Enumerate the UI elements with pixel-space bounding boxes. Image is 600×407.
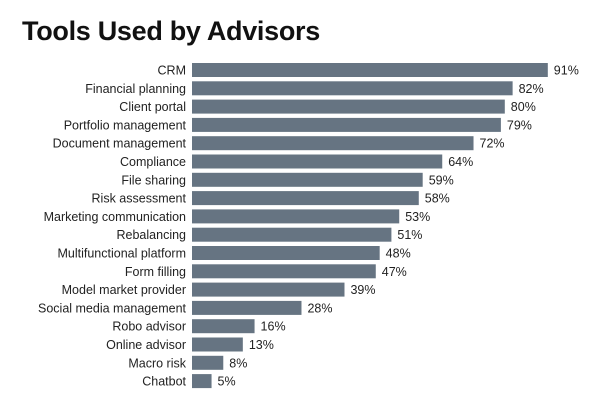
bar-2 bbox=[192, 99, 505, 114]
value-label: 51% bbox=[397, 228, 422, 242]
value-label: 53% bbox=[405, 210, 430, 224]
value-label: 58% bbox=[425, 192, 450, 206]
category-label: Robo advisor bbox=[112, 320, 186, 334]
bar-15 bbox=[192, 337, 243, 352]
bar-6 bbox=[192, 172, 423, 187]
value-label: 28% bbox=[307, 301, 332, 315]
category-label: Portfolio management bbox=[64, 118, 187, 132]
bar-4 bbox=[192, 136, 474, 151]
value-label: 16% bbox=[261, 320, 286, 334]
category-label: Document management bbox=[53, 137, 187, 151]
bar-3 bbox=[192, 117, 501, 132]
category-label: Client portal bbox=[119, 100, 186, 114]
bar-10 bbox=[192, 246, 380, 260]
value-label: 13% bbox=[249, 338, 274, 352]
bar-11 bbox=[192, 264, 376, 279]
bar-14 bbox=[192, 319, 255, 334]
value-label: 82% bbox=[519, 82, 544, 96]
category-label: Multifunctional platform bbox=[57, 247, 186, 261]
value-label: 59% bbox=[429, 173, 454, 187]
category-label: Marketing communication bbox=[44, 210, 186, 224]
bar-1 bbox=[192, 81, 513, 96]
category-label: Financial planning bbox=[85, 82, 186, 96]
chart-title: Tools Used by Advisors bbox=[22, 16, 320, 46]
category-label: Risk assessment bbox=[92, 192, 187, 206]
category-label: Macro risk bbox=[128, 356, 186, 370]
bar-13 bbox=[192, 300, 302, 315]
value-label: 72% bbox=[480, 137, 505, 151]
category-label: Chatbot bbox=[142, 375, 186, 389]
bar-7 bbox=[192, 191, 419, 206]
value-label: 64% bbox=[448, 155, 473, 169]
value-label: 80% bbox=[511, 100, 536, 114]
value-label: 39% bbox=[350, 283, 375, 297]
category-label: Online advisor bbox=[106, 338, 186, 352]
category-label: CRM bbox=[158, 64, 186, 78]
value-label: 48% bbox=[386, 247, 411, 261]
category-label: Compliance bbox=[120, 155, 186, 169]
value-label: 79% bbox=[507, 118, 532, 132]
value-label: 8% bbox=[229, 356, 247, 370]
bar-8 bbox=[192, 209, 400, 224]
bar-5 bbox=[192, 154, 443, 169]
bar-12 bbox=[192, 282, 345, 297]
bar-9 bbox=[192, 227, 392, 242]
category-label: Form filling bbox=[125, 265, 186, 279]
value-label: 5% bbox=[218, 375, 236, 389]
category-label: File sharing bbox=[121, 173, 186, 187]
value-label: 91% bbox=[554, 64, 579, 78]
bar-17 bbox=[192, 374, 212, 389]
category-label: Model market provider bbox=[62, 283, 186, 297]
bar-0 bbox=[192, 63, 548, 77]
category-label: Social media management bbox=[38, 301, 187, 315]
value-label: 47% bbox=[382, 265, 407, 279]
category-label: Rebalancing bbox=[117, 228, 187, 242]
bar-16 bbox=[192, 355, 224, 370]
